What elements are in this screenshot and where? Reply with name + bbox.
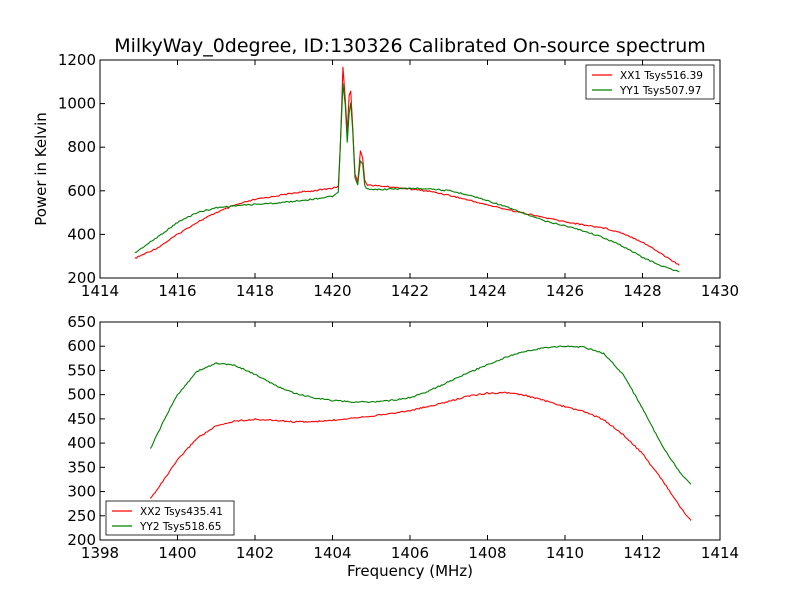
chart-panel-1: 1414 1416 1418 1420 1422 1424 1426 1428 1430 200 4… bbox=[32, 51, 739, 300]
y-tick-label: 600 bbox=[67, 182, 96, 200]
x-tick-label: 1418 bbox=[236, 282, 274, 300]
x-tick-label: 1400 bbox=[158, 544, 196, 562]
series-line-1 bbox=[149, 391, 692, 521]
series-line-2 bbox=[149, 345, 692, 485]
x-tick-label: 1428 bbox=[623, 282, 661, 300]
y-tick-label: 800 bbox=[67, 138, 96, 156]
y-axis-label: Power in Kelvin bbox=[32, 112, 50, 226]
y-tick-label: 250 bbox=[67, 507, 96, 525]
y-tick-label: 450 bbox=[67, 410, 96, 428]
y-tick-label: 200 bbox=[67, 531, 96, 549]
x-tick-label: 1410 bbox=[546, 544, 584, 562]
x-tick-label: 1402 bbox=[236, 544, 274, 562]
legend-label: XX2 Tsys435.41 bbox=[140, 506, 223, 518]
y-tick-label: 600 bbox=[67, 337, 96, 355]
y-tick-label: 350 bbox=[67, 458, 96, 476]
y-tick-label: 500 bbox=[67, 386, 96, 404]
legend-label: XX1 Tsys516.39 bbox=[620, 70, 703, 82]
y-tick-label: 300 bbox=[67, 483, 96, 501]
series-line-2 bbox=[134, 83, 680, 273]
chart-panel-2: 1398 1400 1402 1404 1406 1408 1410 1412 1414 200 2… bbox=[67, 313, 739, 580]
x-tick-label: 1422 bbox=[391, 282, 429, 300]
figure-title: MilkyWay_0degree, ID:130326 Calibrated O… bbox=[114, 35, 706, 57]
x-axis-label: Frequency (MHz) bbox=[347, 562, 473, 580]
legend: XX2 Tsys435.41 YY2 Tsys518.65 bbox=[105, 500, 235, 536]
y-tick-label: 1000 bbox=[58, 95, 96, 113]
x-tick-label: 1424 bbox=[468, 282, 506, 300]
y-tick-label: 400 bbox=[67, 434, 96, 452]
x-tick-label: 1414 bbox=[701, 544, 739, 562]
x-tick-label: 1426 bbox=[546, 282, 584, 300]
x-tick-label: 1406 bbox=[391, 544, 429, 562]
x-tick-label: 1398 bbox=[81, 544, 119, 562]
legend-box bbox=[105, 500, 235, 536]
x-tick-label: 1412 bbox=[623, 544, 661, 562]
y-tick-label: 200 bbox=[67, 269, 96, 287]
y-tick-label: 400 bbox=[67, 225, 96, 243]
x-tick-label: 1414 bbox=[81, 282, 119, 300]
x-tick-label: 1408 bbox=[468, 544, 506, 562]
legend-label: YY2 Tsys518.65 bbox=[139, 521, 221, 533]
x-tick-label: 1404 bbox=[313, 544, 351, 562]
y-tick-label: 1200 bbox=[58, 51, 96, 69]
legend-label: YY1 Tsys507.97 bbox=[619, 85, 701, 97]
y-tick-label: 550 bbox=[67, 361, 96, 379]
y-tick-label: 650 bbox=[67, 313, 96, 331]
x-tick-label: 1416 bbox=[158, 282, 196, 300]
x-tick-label: 1430 bbox=[701, 282, 739, 300]
legend-box bbox=[585, 64, 715, 100]
legend: XX1 Tsys516.39 YY1 Tsys507.97 bbox=[585, 64, 715, 100]
x-tick-label: 1420 bbox=[313, 282, 351, 300]
